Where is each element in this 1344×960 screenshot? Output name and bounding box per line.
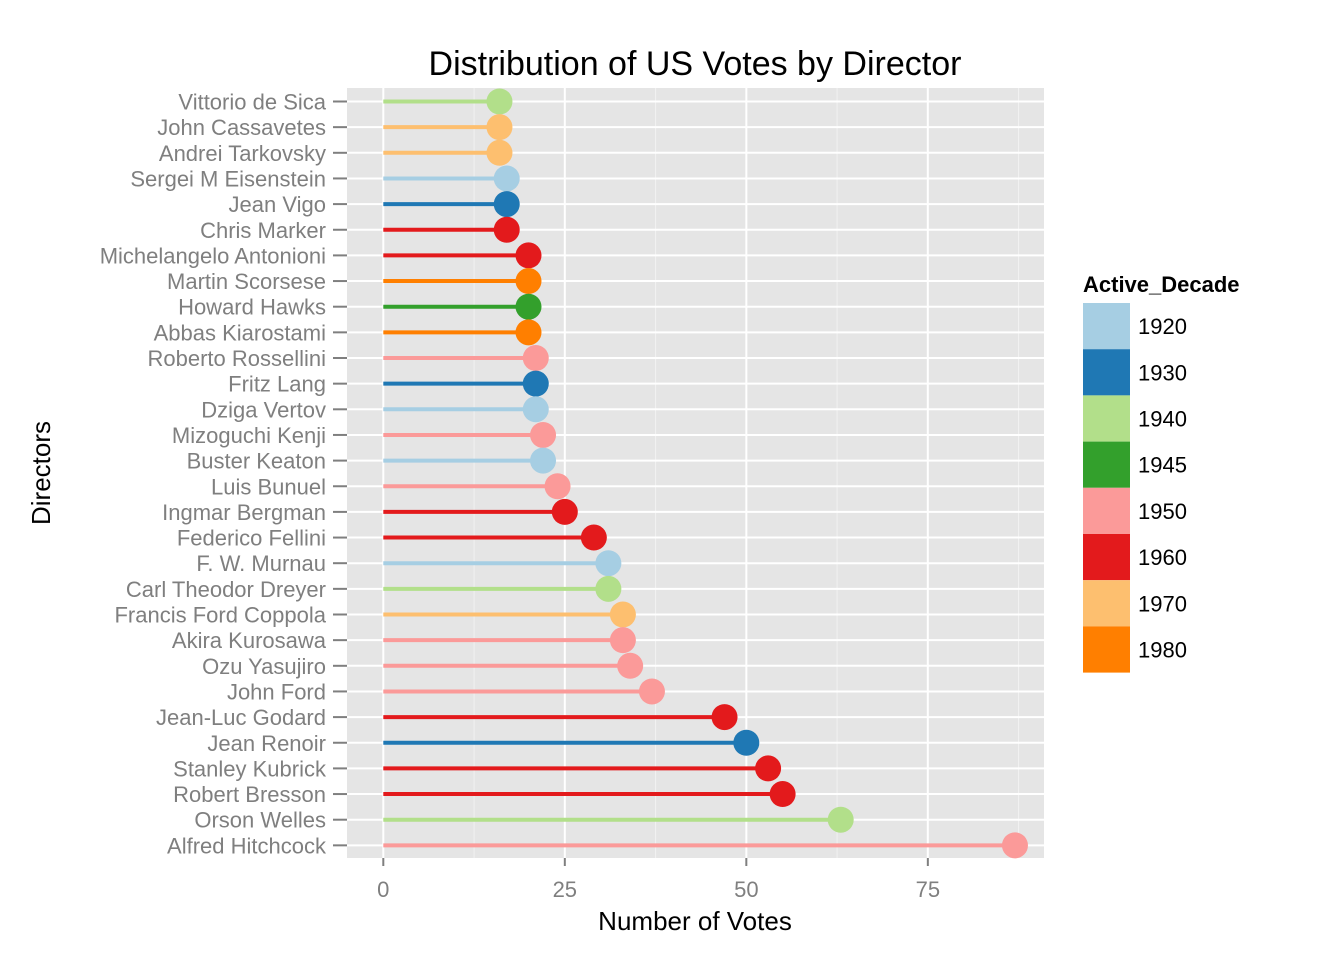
y-tick-label: Robert Bresson — [173, 782, 326, 807]
y-tick-label: Dziga Vertov — [201, 397, 326, 422]
lollipop-point — [493, 165, 520, 192]
y-tick-label: Carl Theodor Dreyer — [126, 577, 326, 602]
lollipop-point — [595, 575, 622, 602]
y-tick-label: Luis Bunuel — [211, 474, 326, 499]
lollipop-point — [617, 652, 644, 679]
chart-title: Distribution of US Votes by Director — [429, 45, 962, 83]
legend-key — [1083, 487, 1130, 534]
y-tick-label: John Cassavetes — [157, 115, 326, 140]
x-tick-label: 25 — [553, 877, 577, 902]
lollipop-point — [609, 601, 636, 628]
y-axis-title: Directors — [26, 421, 56, 525]
y-tick-label: F. W. Murnau — [196, 551, 326, 576]
lollipop-point — [755, 755, 782, 782]
lollipop-point — [522, 370, 549, 397]
y-tick-label: Michelangelo Antonioni — [100, 243, 326, 268]
legend: Active_Decade 19201930194019451950196019… — [1083, 272, 1240, 673]
y-tick-label: Chris Marker — [200, 218, 326, 243]
legend-key — [1083, 626, 1130, 673]
lollipop-point — [595, 550, 622, 577]
lollipop-point — [1001, 832, 1028, 859]
legend-key — [1083, 441, 1130, 488]
legend-label: 1940 — [1138, 407, 1187, 432]
y-tick-label: Jean Renoir — [207, 731, 326, 756]
lollipop-stems — [383, 99, 1015, 848]
y-tick-label: Federico Fellini — [177, 526, 326, 551]
x-tick-label: 0 — [377, 877, 389, 902]
lollipop-point — [530, 447, 557, 474]
y-tick-label: Fritz Lang — [228, 372, 326, 397]
lollipop-point — [486, 114, 513, 141]
lollipop-point — [580, 524, 607, 551]
y-tick-label: Martin Scorsese — [167, 269, 326, 294]
lollipop-point — [493, 191, 520, 218]
legend-key — [1083, 349, 1130, 396]
x-axis-title: Number of Votes — [598, 906, 792, 936]
lollipop-point — [522, 345, 549, 371]
lollipop-point — [486, 88, 513, 115]
lollipop-point — [551, 498, 578, 525]
y-tick-label: Orson Welles — [194, 808, 326, 833]
legend-label: 1945 — [1138, 453, 1187, 478]
lollipop-points — [486, 88, 1028, 859]
y-tick-label: Roberto Rossellini — [147, 346, 326, 371]
y-tick-label: Stanley Kubrick — [173, 756, 327, 781]
lollipop-point — [733, 729, 760, 756]
lollipop-point — [827, 806, 854, 833]
legend-label: 1950 — [1138, 499, 1187, 524]
lollipop-point — [493, 216, 520, 243]
y-tick-label: Andrei Tarkovsky — [159, 141, 326, 166]
legend-label: 1980 — [1138, 638, 1187, 663]
y-tick-label: Alfred Hitchcock — [167, 833, 327, 858]
lollipop-point — [515, 268, 542, 295]
y-tick-label: Francis Ford Coppola — [114, 603, 326, 628]
y-tick-label: Jean-Luc Godard — [156, 705, 326, 730]
lollipop-point — [769, 781, 796, 808]
lollipop-point — [530, 421, 557, 448]
lollipop-point — [515, 242, 542, 269]
y-tick-label: Ingmar Bergman — [162, 500, 326, 525]
lollipop-point — [522, 396, 549, 423]
x-tick-label: 75 — [916, 877, 940, 902]
legend-title: Active_Decade — [1083, 272, 1240, 297]
legend-label: 1920 — [1138, 314, 1187, 339]
legend-key — [1083, 395, 1130, 442]
x-tick-labels: 0 25 50 75 — [377, 858, 940, 902]
y-tick-label: Mizoguchi Kenji — [172, 423, 326, 448]
lollipop-point — [711, 704, 738, 731]
y-tick-label: John Ford — [227, 679, 326, 704]
legend-items: 1920 1930 1940 1945 1950 1960 1970 1980 — [1083, 303, 1187, 673]
legend-label: 1960 — [1138, 545, 1187, 570]
x-tick-label: 50 — [734, 877, 758, 902]
legend-key — [1083, 534, 1130, 581]
legend-key — [1083, 303, 1130, 350]
y-tick-label: Sergei M Eisenstein — [130, 166, 326, 191]
lollipop-point — [515, 293, 542, 320]
y-tick-label: Buster Keaton — [187, 449, 326, 474]
y-tick-label: Akira Kurosawa — [172, 628, 327, 653]
lollipop-point — [544, 473, 571, 500]
y-tick-label: Abbas Kiarostami — [154, 320, 326, 345]
lollipop-point — [609, 627, 636, 654]
legend-label: 1930 — [1138, 360, 1187, 385]
lollipop-point — [638, 678, 665, 705]
y-tick-label: Jean Vigo — [229, 192, 326, 217]
y-tick-label: Ozu Yasujiro — [202, 654, 326, 679]
y-tick-label: Howard Hawks — [178, 295, 326, 320]
lollipop-point — [515, 319, 542, 346]
legend-key — [1083, 580, 1130, 627]
lollipop-point — [486, 139, 513, 166]
legend-label: 1970 — [1138, 591, 1187, 616]
y-tick-label: Vittorio de Sica — [178, 90, 326, 115]
